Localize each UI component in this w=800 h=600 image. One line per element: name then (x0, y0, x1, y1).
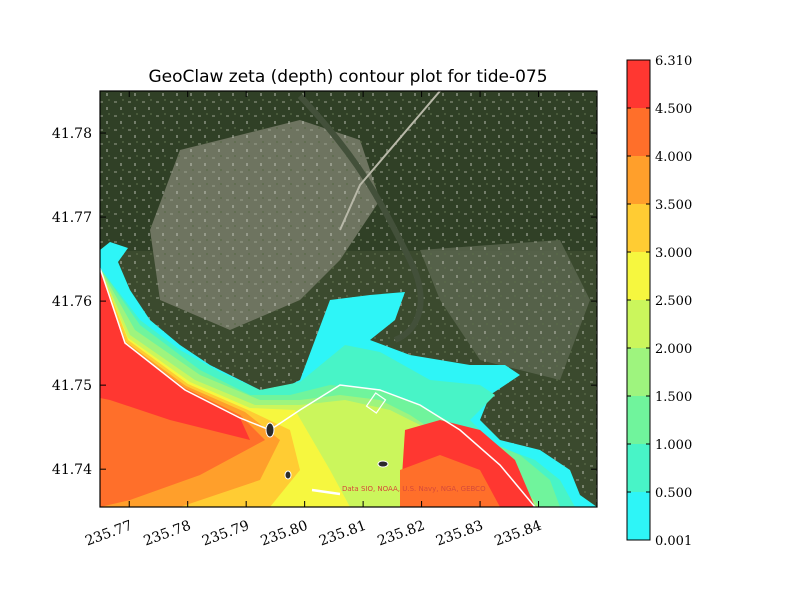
colorbar-swatch (627, 444, 650, 492)
x-tick-label: 235.81 (317, 518, 369, 550)
x-tick-label: 235.78 (142, 518, 194, 550)
river-channel (297, 93, 424, 343)
colorbar-label: 4.500 (655, 102, 692, 117)
colorbar-label: 2.500 (655, 294, 692, 309)
contour-band-9 (100, 268, 250, 440)
colorbar-swatch (627, 348, 650, 396)
colorbar-swatch (627, 492, 650, 540)
y-tick-label: 41.75 (52, 378, 92, 394)
x-tick-label: 235.82 (375, 518, 427, 550)
colorbar-swatch (627, 204, 650, 252)
chart-title: GeoClaw zeta (depth) contour plot for ti… (148, 67, 547, 87)
colorbar-label: 1.500 (655, 390, 692, 405)
rock-3 (377, 460, 389, 468)
x-tick-label: 235.80 (258, 518, 310, 550)
colorbar-swatch (627, 252, 650, 300)
plot-frame (99, 90, 598, 508)
rock (265, 422, 275, 438)
colorbar-swatch (627, 156, 650, 204)
plot-area: Data SIO, NOAA, U.S. Navy, NGA, GEBCO (100, 91, 597, 507)
colorbar-label: 3.500 (655, 198, 692, 213)
colorbar-label: 0.001 (655, 534, 692, 549)
rock-2 (284, 470, 292, 480)
colorbar-label: 3.000 (655, 246, 692, 261)
colorbar-label: 1.000 (655, 438, 692, 453)
x-tick-label: 235.79 (200, 518, 252, 550)
contour-band-8-east (400, 455, 500, 507)
colorbar-swatch (627, 300, 650, 348)
y-tick-label: 41.74 (52, 462, 92, 478)
y-tick-label: 41.78 (52, 126, 92, 142)
shoreline (100, 267, 536, 507)
colorbar-label: 0.500 (655, 486, 692, 501)
jetty (311, 488, 341, 496)
colorbar-label: 2.000 (655, 342, 692, 357)
depth-contours (100, 242, 597, 507)
inlet-island (365, 392, 387, 414)
y-tick-label: 41.77 (52, 210, 92, 226)
y-tick-label: 41.76 (52, 294, 92, 310)
colorbar-label: 4.000 (655, 150, 692, 165)
colorbar: 0.001 0.500 1.000 1.500 2.000 2.500 3.000 3.500… (626, 54, 692, 549)
y-axis: 41.74 41.75 41.76 41.77 41.78 (52, 126, 597, 478)
colorbar-swatch (627, 60, 650, 108)
highway (339, 91, 441, 231)
colorbar-label: 6.310 (655, 54, 692, 69)
x-tick-label: 235.84 (492, 518, 544, 550)
x-tick-label: 235.83 (434, 518, 486, 550)
colorbar-swatch (627, 108, 650, 156)
colorbar-swatch (627, 396, 650, 444)
attribution: Data SIO, NOAA, U.S. Navy, NGA, GEBCO (342, 485, 486, 493)
x-tick-label: 235.77 (83, 518, 135, 550)
